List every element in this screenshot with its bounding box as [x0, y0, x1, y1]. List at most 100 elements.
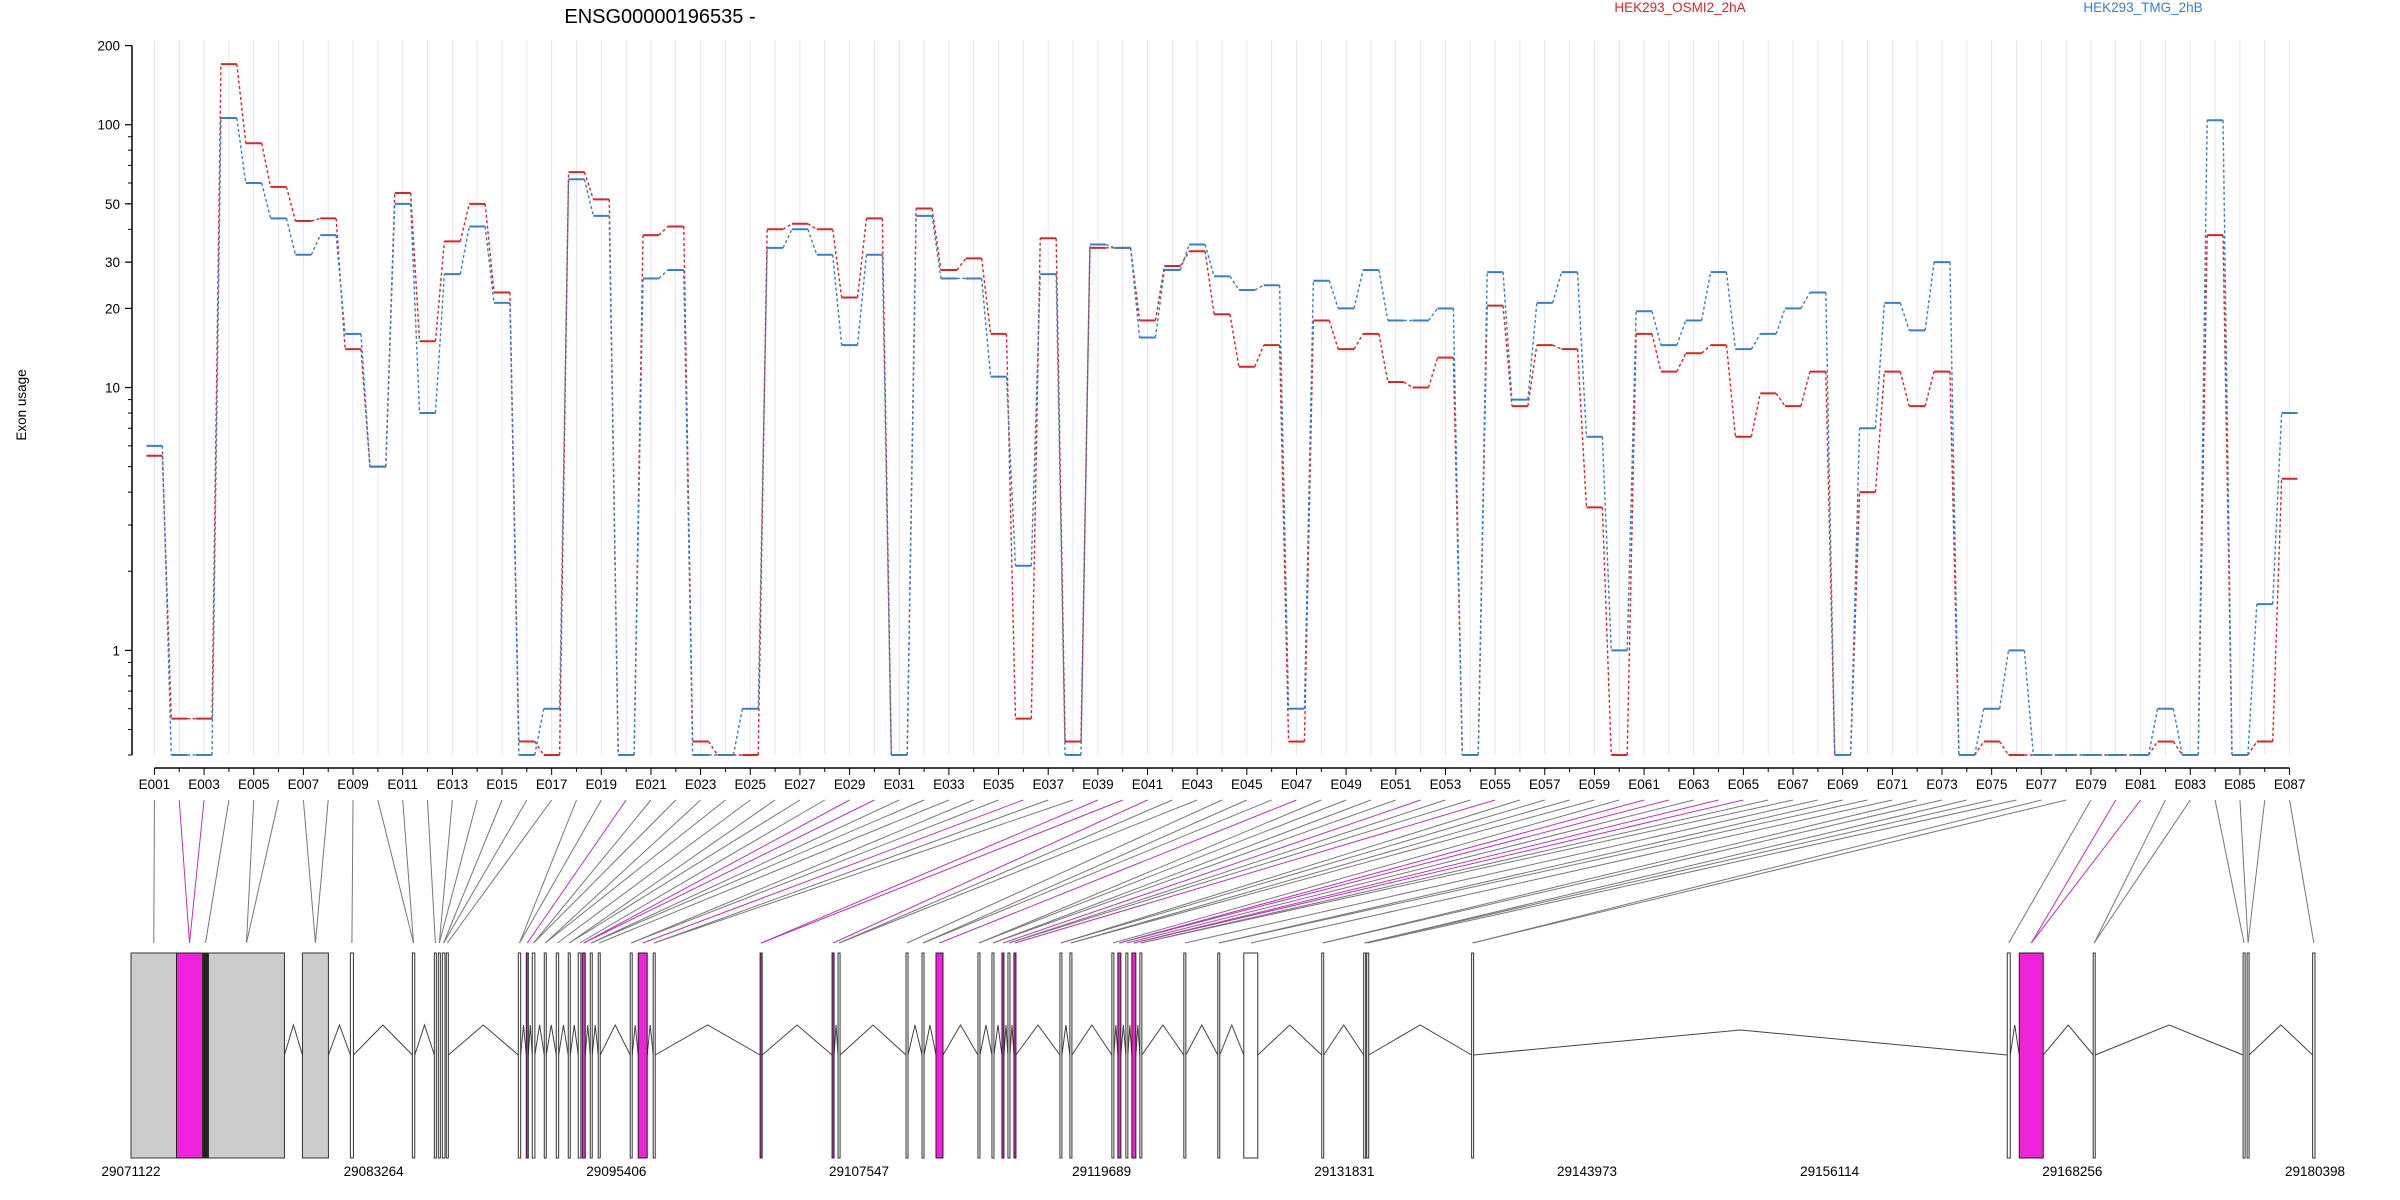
x-tick-label: E055: [1479, 777, 1511, 792]
exon-block: [1059, 952, 1063, 1159]
exon-block: [2246, 952, 2250, 1159]
exon-connector: [1364, 799, 1992, 944]
exon-block: [759, 952, 763, 1159]
exon-connector: [2030, 799, 2142, 944]
exon-block: [637, 952, 648, 1159]
exon-block: [652, 952, 656, 1159]
series-segment: [683, 226, 694, 742]
exon-connector: [579, 799, 826, 944]
series-segment: [459, 226, 470, 275]
series-segment: [980, 258, 992, 334]
exon-connector: [922, 799, 1272, 944]
exon-connector: [591, 799, 925, 944]
x-tick-label: E023: [685, 777, 717, 792]
exon-block: [1069, 952, 1073, 1159]
series-segment: [1428, 308, 1439, 321]
series-segment: [732, 708, 744, 756]
series-segment: [658, 269, 669, 279]
series-segment: [1899, 302, 1910, 331]
x-tick-label: E035: [983, 777, 1015, 792]
x-tick-label: E005: [238, 777, 270, 792]
intron-line: [1015, 1024, 1061, 1056]
exon-connector: [1014, 799, 1496, 944]
series-segment: [1924, 262, 1935, 331]
exon-block: [1131, 952, 1137, 1159]
exon-connector: [1322, 799, 1943, 944]
series-segment: [161, 445, 172, 756]
series-segment: [1427, 357, 1439, 388]
exon-connector: [1008, 799, 1446, 944]
exon-block: [543, 952, 547, 1159]
exon-connector: [2093, 799, 2166, 944]
y-tick-label: 200: [97, 39, 120, 54]
exon-connector: [906, 799, 1223, 944]
intron-line: [839, 1024, 907, 1056]
exon-connector: [583, 799, 875, 944]
exon-connector: [760, 799, 1099, 944]
series-segment: [608, 215, 619, 756]
series-segment: [1601, 436, 1612, 651]
exon-connector: [557, 799, 751, 944]
x-tick-label: E053: [1430, 777, 1462, 792]
intron-line: [993, 1024, 1003, 1056]
series-segment: [856, 218, 868, 298]
exon-connector: [599, 799, 950, 944]
exon-block: [567, 952, 571, 1159]
exon-connector: [1070, 799, 1595, 944]
intron-line: [1009, 1024, 1015, 1056]
exon-connector: [245, 799, 255, 944]
series-segment: [1204, 244, 1215, 277]
series-segment: [1105, 243, 1115, 249]
exon-connector: [992, 799, 1372, 944]
exon-block: [1366, 952, 1370, 1159]
series-segment: [1676, 320, 1687, 346]
intron-line: [2095, 1024, 2244, 1056]
x-tick-label: E073: [1926, 777, 1958, 792]
y-tick-label: 30: [105, 255, 120, 270]
series-segment: [1254, 284, 1265, 291]
x-tick-label: E065: [1728, 777, 1760, 792]
x-tick-label: E033: [933, 777, 965, 792]
y-axis: 1 10 20 30 50 100 200: [97, 39, 133, 756]
exon-block: [411, 952, 416, 1159]
exon-connector: [1070, 799, 1570, 944]
intron-line: [584, 1024, 591, 1056]
exon-connector: [526, 799, 627, 944]
x-tick-label: E049: [1330, 777, 1362, 792]
series-segment: [434, 241, 446, 342]
genomic-tick-label: 29180398: [2285, 1164, 2345, 1179]
series-segment: [1949, 262, 1960, 756]
series-segment: [1676, 352, 1687, 372]
series-segment: [931, 215, 942, 279]
series-segment: [2247, 604, 2258, 756]
intron-line: [1323, 1024, 1365, 1056]
x-tick-label: E057: [1529, 777, 1561, 792]
series-segment: [1403, 381, 1414, 389]
x-tick-label: E087: [2274, 777, 2306, 792]
series-segment: [1278, 285, 1290, 709]
intron-line: [1185, 1023, 1219, 1056]
intron-line: [979, 1024, 993, 1056]
intron-line: [2009, 1024, 2020, 1056]
legend-entry-osmi2: HEK293_OSMI2_2hA: [1614, 0, 1745, 15]
series-segment: [1924, 371, 1935, 407]
x-tick-label: E051: [1380, 777, 1412, 792]
x-tick-label: E061: [1628, 777, 1660, 792]
chart-title: ENSG00000196535 -: [564, 6, 755, 28]
series-segment: [1328, 280, 1339, 309]
exon-connector: [631, 799, 974, 944]
intron-line: [1061, 1024, 1071, 1056]
series-segment: [1179, 244, 1190, 271]
exon-connector: [1002, 799, 1421, 944]
y-tick-label: 50: [105, 197, 120, 212]
series-segment: [1179, 250, 1190, 267]
exon-connector: [1184, 799, 1818, 944]
series-segment: [236, 64, 247, 144]
exon-connector: [519, 799, 602, 944]
series-segment: [807, 229, 818, 256]
exon-connector: [568, 799, 801, 944]
x-tick-label: E027: [784, 777, 816, 792]
series-segment: [1825, 292, 1836, 756]
exon-block: [1001, 952, 1005, 1159]
